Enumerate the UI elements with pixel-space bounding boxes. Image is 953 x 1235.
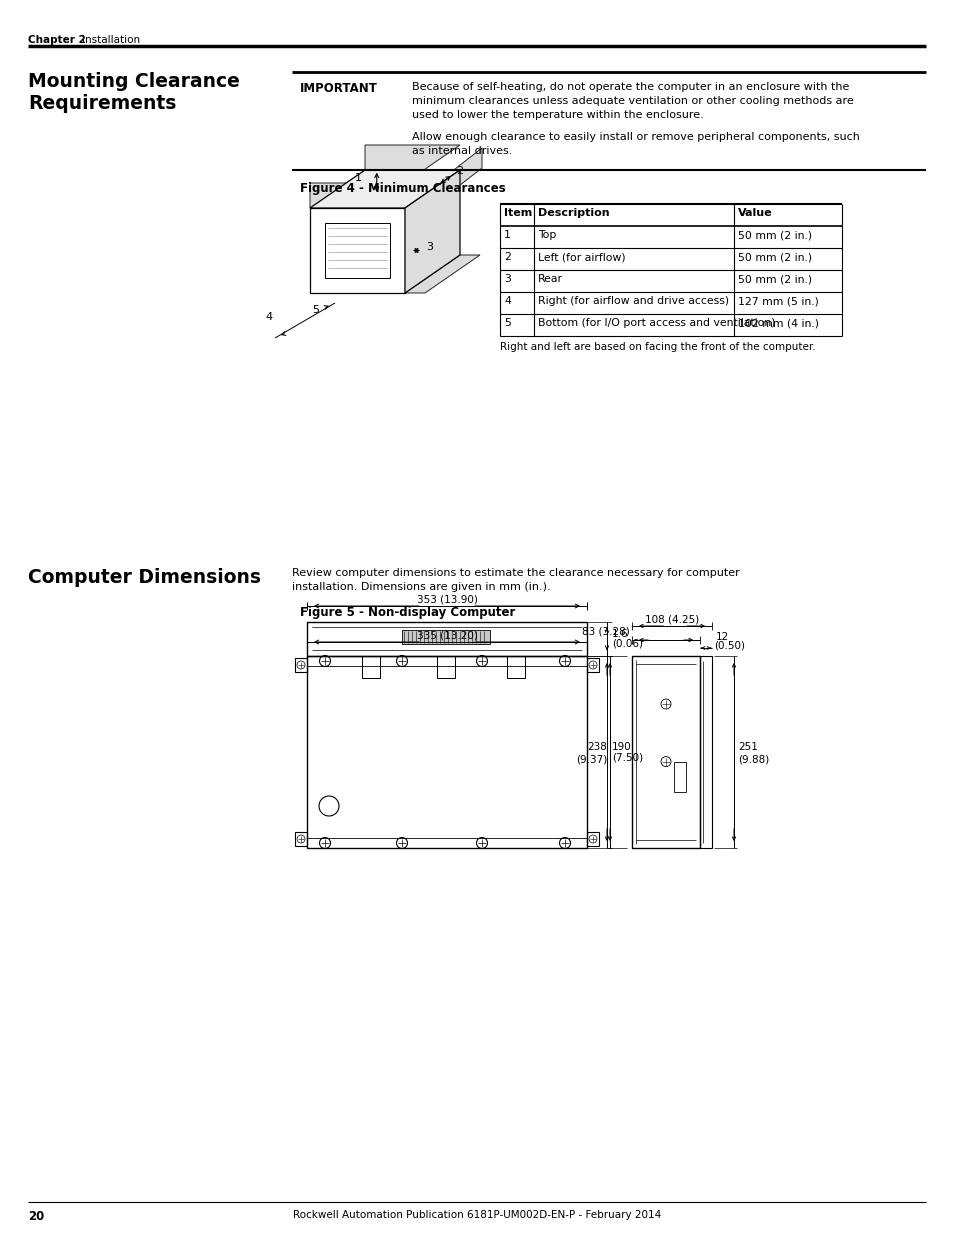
Text: Top: Top [537, 230, 556, 240]
Text: (7.50): (7.50) [612, 752, 642, 762]
Text: 127 mm (5 in.): 127 mm (5 in.) [738, 296, 818, 306]
Text: Right and left are based on facing the front of the computer.: Right and left are based on facing the f… [499, 342, 815, 352]
Text: 190: 190 [612, 742, 631, 752]
Bar [307, 656, 586, 848]
Text: 12: 12 [716, 632, 728, 642]
Text: (0.50): (0.50) [713, 640, 744, 650]
Text: 1: 1 [503, 230, 511, 240]
Text: used to lower the temperature within the enclosure.: used to lower the temperature within the… [412, 110, 703, 120]
Text: 1: 1 [355, 173, 361, 183]
Bar [700, 656, 711, 848]
Text: 238: 238 [586, 742, 606, 752]
Text: 50 mm (2 in.): 50 mm (2 in.) [738, 252, 811, 262]
Text: 353 (13.90): 353 (13.90) [416, 594, 476, 604]
Text: Description: Description [537, 207, 609, 219]
Text: IMPORTANT: IMPORTANT [299, 82, 377, 95]
Text: 108 (4.25): 108 (4.25) [644, 614, 699, 624]
Text: Item: Item [503, 207, 532, 219]
Text: installation. Dimensions are given in mm (in.).: installation. Dimensions are given in mm… [292, 582, 550, 592]
Bar [586, 832, 598, 846]
Bar [506, 656, 524, 678]
Text: 335 (13.20): 335 (13.20) [416, 630, 476, 640]
Text: Review computer dimensions to estimate the clearance necessary for computer: Review computer dimensions to estimate t… [292, 568, 739, 578]
Polygon shape [310, 170, 459, 207]
Text: (9.88): (9.88) [738, 755, 768, 764]
Bar [294, 658, 307, 672]
Bar [401, 630, 490, 643]
Text: Value: Value [738, 207, 772, 219]
Text: 4: 4 [265, 311, 272, 321]
Text: Chapter 2: Chapter 2 [28, 35, 86, 44]
Text: Figure 4 - Minimum Clearances: Figure 4 - Minimum Clearances [299, 182, 505, 195]
Text: Right (for airflow and drive access): Right (for airflow and drive access) [537, 296, 728, 306]
Bar [294, 832, 307, 846]
Text: 4: 4 [503, 296, 511, 306]
Text: Left (for airflow): Left (for airflow) [537, 252, 625, 262]
Text: 5: 5 [503, 317, 511, 329]
Text: 83 (3.28): 83 (3.28) [581, 627, 629, 637]
Bar [673, 762, 685, 792]
Text: 1.6: 1.6 [612, 629, 628, 638]
Text: Computer Dimensions: Computer Dimensions [28, 568, 261, 587]
Polygon shape [405, 170, 459, 293]
Text: 50 mm (2 in.): 50 mm (2 in.) [738, 274, 811, 284]
Text: 102 mm (4 in.): 102 mm (4 in.) [738, 317, 818, 329]
Bar [631, 656, 700, 848]
Text: Figure 5 - Non-display Computer: Figure 5 - Non-display Computer [299, 606, 515, 619]
Text: minimum clearances unless adequate ventilation or other cooling methods are: minimum clearances unless adequate venti… [412, 96, 853, 106]
Text: 50 mm (2 in.): 50 mm (2 in.) [738, 230, 811, 240]
Bar [361, 656, 379, 678]
Text: 251: 251 [738, 742, 757, 752]
Polygon shape [325, 224, 390, 278]
Text: Allow enough clearance to easily install or remove peripheral components, such: Allow enough clearance to easily install… [412, 132, 859, 142]
Text: (9.37): (9.37) [576, 755, 606, 764]
Bar [307, 622, 586, 656]
Polygon shape [405, 148, 481, 228]
Polygon shape [310, 207, 405, 293]
Bar [436, 656, 455, 678]
Text: 2: 2 [503, 252, 511, 262]
Text: Mounting Clearance
Requirements: Mounting Clearance Requirements [28, 72, 239, 112]
Polygon shape [405, 254, 479, 293]
Bar [586, 658, 598, 672]
Text: 20: 20 [28, 1210, 44, 1223]
Text: as internal drives.: as internal drives. [412, 146, 512, 156]
Text: (0.06): (0.06) [612, 638, 642, 650]
Text: 3: 3 [426, 242, 433, 252]
Polygon shape [310, 144, 459, 207]
Text: Because of self-heating, do not operate the computer in an enclosure with the: Because of self-heating, do not operate … [412, 82, 848, 91]
Text: 2: 2 [456, 167, 463, 177]
Text: 5: 5 [312, 305, 318, 315]
Text: Rockwell Automation Publication 6181P-UM002D-EN-P - February 2014: Rockwell Automation Publication 6181P-UM… [293, 1210, 660, 1220]
Text: Bottom (for I/O port access and ventilation): Bottom (for I/O port access and ventilat… [537, 317, 775, 329]
Text: 3: 3 [503, 274, 511, 284]
Text: Installation: Installation [82, 35, 140, 44]
Text: Rear: Rear [537, 274, 562, 284]
